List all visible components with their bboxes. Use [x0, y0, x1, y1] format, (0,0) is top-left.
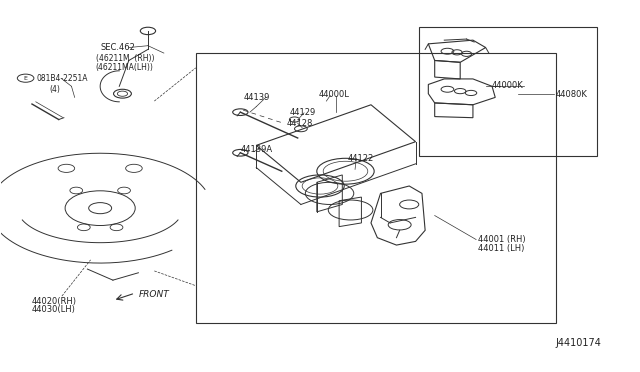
Text: SEC.462: SEC.462 [100, 43, 135, 52]
Text: 44128: 44128 [286, 119, 312, 128]
Bar [196, 53, 556, 323]
Text: 44129: 44129 [290, 108, 316, 118]
Text: 081B4-2251A: 081B4-2251A [36, 74, 88, 83]
Text: (46211M  (RH)): (46211M (RH)) [96, 54, 154, 63]
Text: 44000L: 44000L [319, 90, 349, 99]
Text: 44122: 44122 [348, 154, 374, 163]
Text: 44080K: 44080K [556, 90, 588, 99]
Bar [419, 27, 597, 157]
Text: 44139A: 44139A [241, 145, 273, 154]
Text: 44030(LH): 44030(LH) [32, 305, 76, 314]
Text: FRONT: FRONT [138, 291, 169, 299]
Text: 44020(RH): 44020(RH) [32, 297, 77, 306]
Text: J4410174: J4410174 [556, 338, 602, 348]
Text: E: E [24, 76, 28, 81]
Text: 44000K: 44000K [492, 81, 524, 90]
Text: 44011 (LH): 44011 (LH) [478, 244, 524, 253]
Text: (46211MA(LH)): (46211MA(LH)) [96, 63, 154, 72]
Text: 44139: 44139 [244, 93, 270, 102]
Text: (4): (4) [49, 85, 60, 94]
Text: 44001 (RH): 44001 (RH) [478, 235, 525, 244]
